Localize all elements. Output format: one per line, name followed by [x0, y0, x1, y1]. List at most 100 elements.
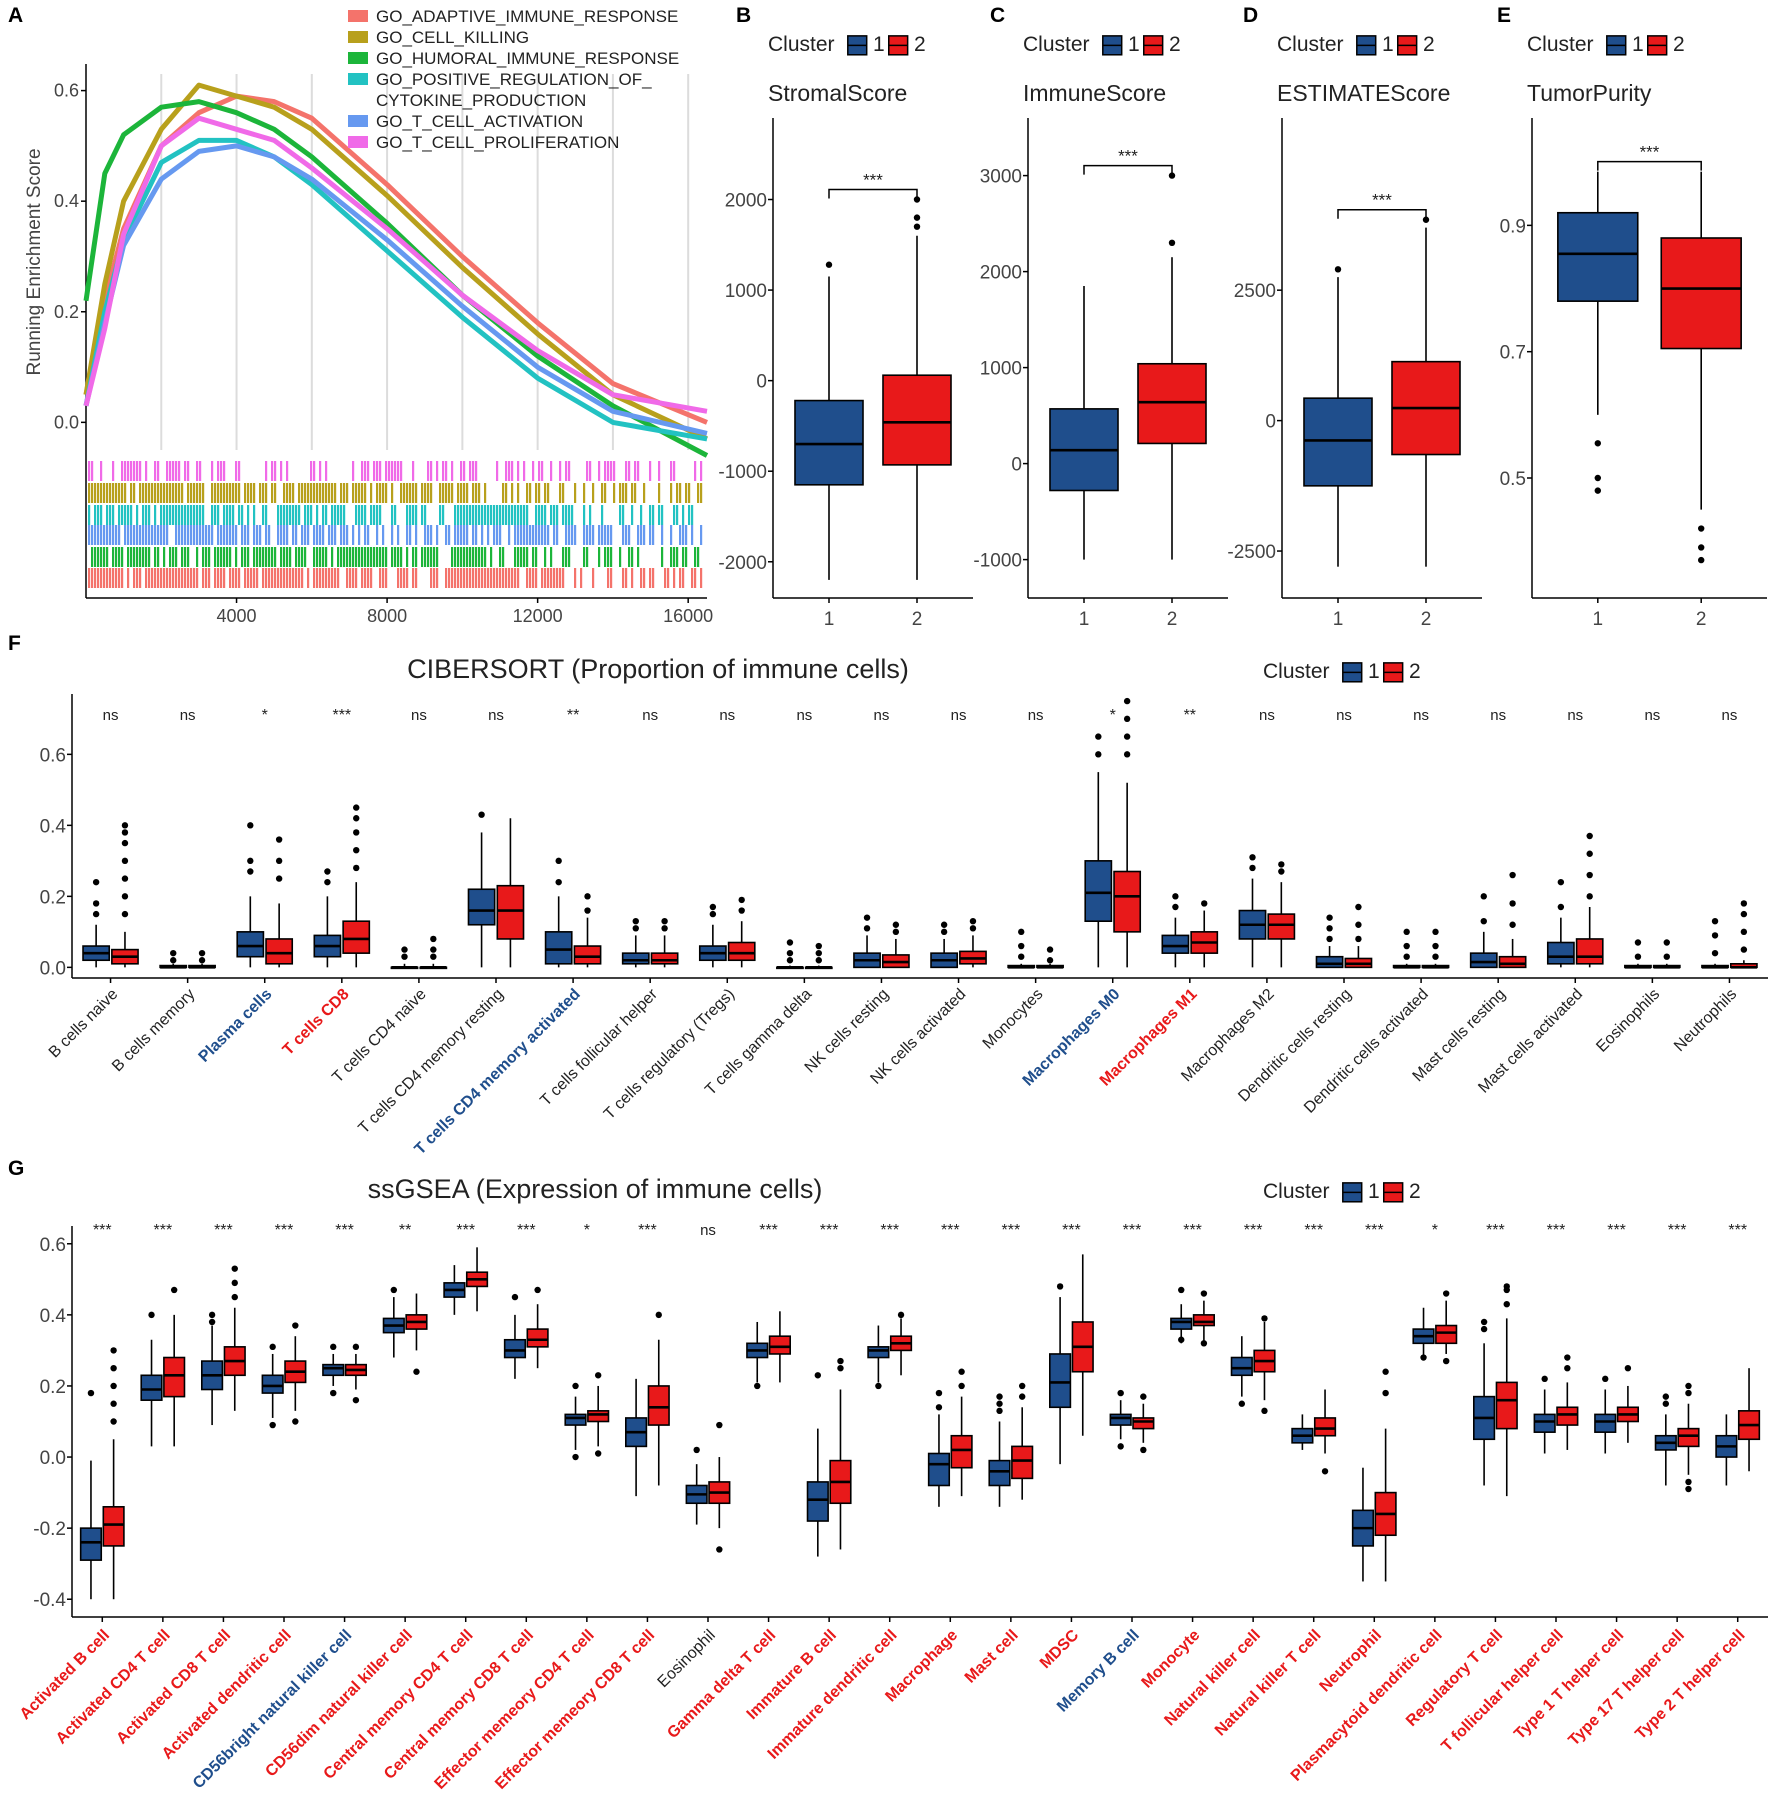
- hit-bar: [307, 525, 310, 545]
- hit-bar: [220, 547, 223, 567]
- y-tick-label: 0.6: [40, 745, 66, 766]
- hit-bar: [139, 461, 142, 481]
- significance-label: ***: [941, 1222, 960, 1239]
- hit-bar: [397, 547, 400, 567]
- hit-bar: [529, 525, 532, 545]
- hit-bar: [568, 461, 571, 481]
- hit-bar: [400, 568, 403, 588]
- category-17-cluster-2-outlier: [1432, 953, 1439, 960]
- hit-bar: [154, 505, 157, 525]
- hit-bar: [112, 525, 115, 545]
- hit-bar: [430, 483, 433, 503]
- hit-bar: [700, 525, 703, 545]
- cluster-2-outlier: [1168, 172, 1176, 179]
- hit-bar: [529, 483, 532, 503]
- category-2-cluster-2-outlier: [275, 857, 283, 865]
- hit-bar: [544, 525, 547, 545]
- hit-bar: [436, 547, 439, 567]
- hit-bar: [211, 525, 214, 545]
- hit-bar: [142, 547, 145, 567]
- hit-bar: [412, 505, 415, 525]
- hit-bar: [232, 483, 235, 503]
- hit-bar: [256, 525, 259, 545]
- hit-bar: [214, 505, 217, 525]
- panel-c-immune-score: Cluster 1 2 ImmuneScore -1000 0 1000 2000 3000 1 2…: [973, 33, 1228, 630]
- category-21-cluster-1-outlier: [1711, 932, 1719, 939]
- hit-bar: [442, 461, 445, 481]
- hit-bar: [109, 568, 112, 588]
- hit-bar: [127, 505, 130, 525]
- hit-bar: [340, 483, 343, 503]
- hit-bar: [463, 568, 466, 588]
- category-3-cluster-2-outlier: [353, 815, 360, 822]
- category-26-cluster-1-outlier: [1662, 1393, 1670, 1400]
- hit-bar: [175, 461, 178, 481]
- hit-bar: [547, 568, 550, 588]
- subplot-title: ImmuneScore: [1023, 80, 1166, 106]
- hit-bar: [148, 568, 151, 588]
- hit-bar: [175, 568, 178, 588]
- hit-bar: [475, 483, 478, 503]
- y-tick-label: 0: [1011, 455, 1022, 476]
- hit-bar: [268, 568, 271, 588]
- category-0-cluster-2-outlier: [121, 829, 129, 836]
- hit-bar: [637, 525, 640, 545]
- hit-bar: [604, 547, 607, 567]
- hit-bar: [241, 547, 244, 567]
- hit-bar: [187, 568, 190, 588]
- hit-bar: [265, 505, 268, 525]
- hit-bar: [490, 505, 493, 525]
- significance-label: ***: [456, 1222, 475, 1239]
- hit-bar: [652, 568, 655, 588]
- hit-bar: [406, 568, 409, 588]
- hit-bar: [382, 568, 385, 588]
- hit-bar: [154, 461, 157, 481]
- hit-bar: [607, 525, 610, 545]
- hit-bar: [313, 568, 316, 588]
- hit-bar: [358, 505, 361, 525]
- hit-bar: [376, 525, 379, 545]
- category-7-cluster-2-box: [650, 952, 679, 965]
- hit-bar: [181, 525, 184, 545]
- hit-bar: [448, 568, 451, 588]
- hit-bar: [394, 461, 397, 481]
- hit-bar: [451, 461, 454, 481]
- hit-bar: [445, 525, 448, 545]
- hit-bar: [121, 483, 124, 503]
- hit-bar: [457, 525, 460, 545]
- hit-bar: [409, 505, 412, 525]
- hit-bar: [217, 505, 220, 525]
- category-15-cluster-2-outlier: [1278, 868, 1285, 875]
- category-10-cluster-2-outlier: [716, 1546, 723, 1553]
- y-tick-label: 2500: [1234, 281, 1276, 302]
- hit-bar: [460, 483, 463, 503]
- hit-bar: [544, 483, 547, 503]
- category-14-cluster-1-outlier: [1172, 893, 1179, 900]
- hit-bar: [661, 547, 664, 567]
- hit-bar: [217, 525, 220, 545]
- hit-bar: [352, 568, 355, 588]
- hit-bar: [643, 525, 646, 545]
- hit-bar: [274, 483, 277, 503]
- hit-bar: [388, 461, 391, 481]
- hit-bar: [193, 505, 196, 525]
- hit-bar: [124, 505, 127, 525]
- hit-bar: [178, 525, 181, 545]
- hit-bar: [502, 568, 505, 588]
- hit-bar: [349, 568, 352, 588]
- hit-bar: [157, 568, 160, 588]
- hit-bar: [352, 547, 355, 567]
- hit-bar: [343, 547, 346, 567]
- hit-bar: [460, 547, 463, 567]
- category-10-cluster-1-outlier: [693, 1446, 700, 1454]
- hit-bar: [574, 483, 577, 503]
- hit-bar: [397, 461, 400, 481]
- hit-bar: [679, 483, 682, 503]
- hit-bar: [310, 505, 313, 525]
- hit-bar: [373, 547, 376, 567]
- hit-bar: [94, 525, 97, 545]
- hit-bar: [115, 525, 118, 545]
- cluster-1-box: [1557, 211, 1639, 302]
- hit-bar: [403, 483, 406, 503]
- hit-bar: [217, 568, 220, 588]
